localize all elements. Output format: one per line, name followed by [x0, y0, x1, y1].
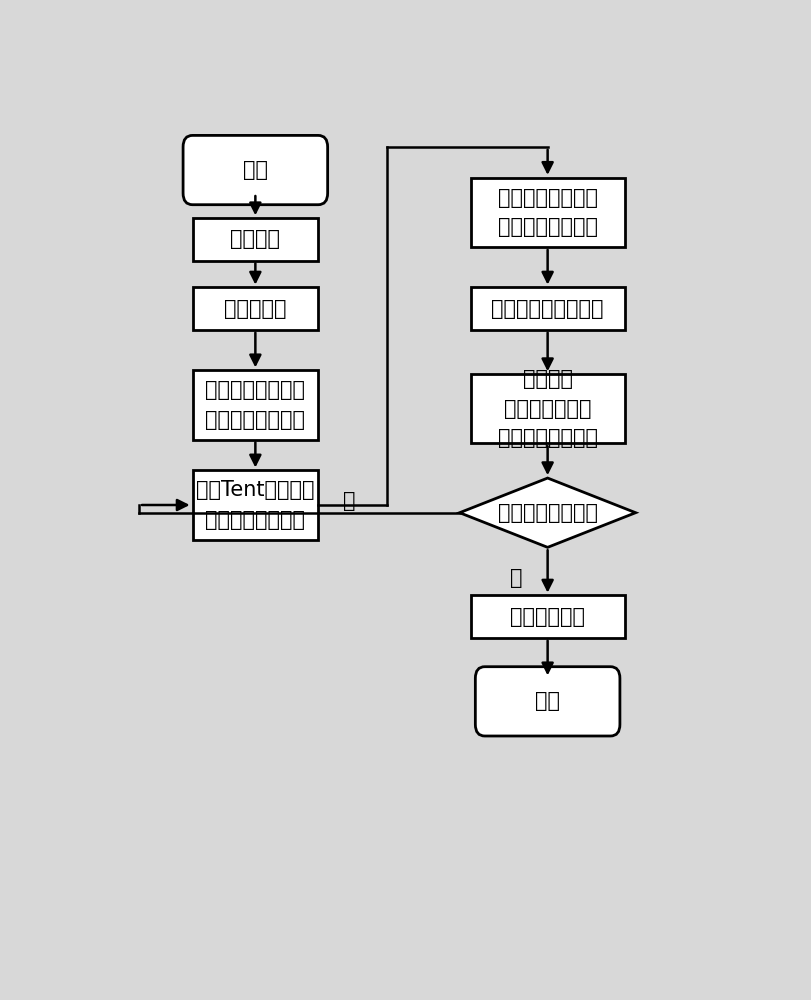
Bar [470, 178, 624, 247]
Bar [192, 287, 318, 330]
Text: 初始化种群: 初始化种群 [224, 299, 286, 319]
Bar [192, 470, 318, 540]
Text: 开始: 开始 [242, 160, 268, 180]
Text: 满足迭代终止条件: 满足迭代终止条件 [498, 503, 598, 523]
Text: 输出最优方案: 输出最优方案 [510, 607, 585, 627]
FancyBboxPatch shape [475, 667, 620, 736]
Text: 实施变异、交叉操
作，生成试验种群: 实施变异、交叉操 作，生成试验种群 [498, 188, 598, 237]
Text: 选择操作
生成新的父代种
群，更新最有个体: 选择操作 生成新的父代种 群，更新最有个体 [498, 369, 598, 448]
Bar [192, 370, 318, 440]
Bar [470, 595, 624, 638]
Bar [470, 374, 624, 443]
Text: 评估个体适应度函
数，找出最优个体: 评估个体适应度函 数，找出最优个体 [205, 380, 306, 430]
Text: 否: 否 [343, 491, 356, 511]
FancyBboxPatch shape [183, 135, 328, 205]
Text: 评价个体适应度函数: 评价个体适应度函数 [491, 299, 604, 319]
Bar [192, 218, 318, 261]
Text: 是: 是 [510, 568, 522, 588]
Text: 参数设置: 参数设置 [230, 229, 281, 249]
Polygon shape [460, 478, 636, 547]
Text: 基于Tent混沌映射
动态调整动态参数: 基于Tent混沌映射 动态调整动态参数 [196, 480, 315, 530]
Text: 结束: 结束 [535, 691, 560, 711]
Bar [470, 287, 624, 330]
